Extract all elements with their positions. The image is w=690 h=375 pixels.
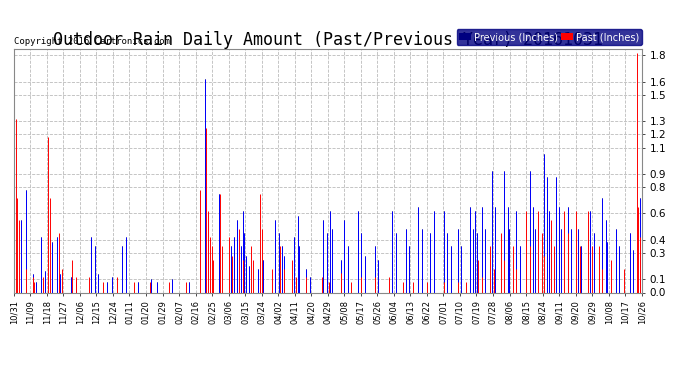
Title: Outdoor Rain Daily Amount (Past/Previous Year) 20161031: Outdoor Rain Daily Amount (Past/Previous… xyxy=(52,31,603,49)
Text: Copyright 2016 Cartronics.com: Copyright 2016 Cartronics.com xyxy=(14,38,170,46)
Legend: Previous (Inches), Past (Inches): Previous (Inches), Past (Inches) xyxy=(457,29,642,45)
